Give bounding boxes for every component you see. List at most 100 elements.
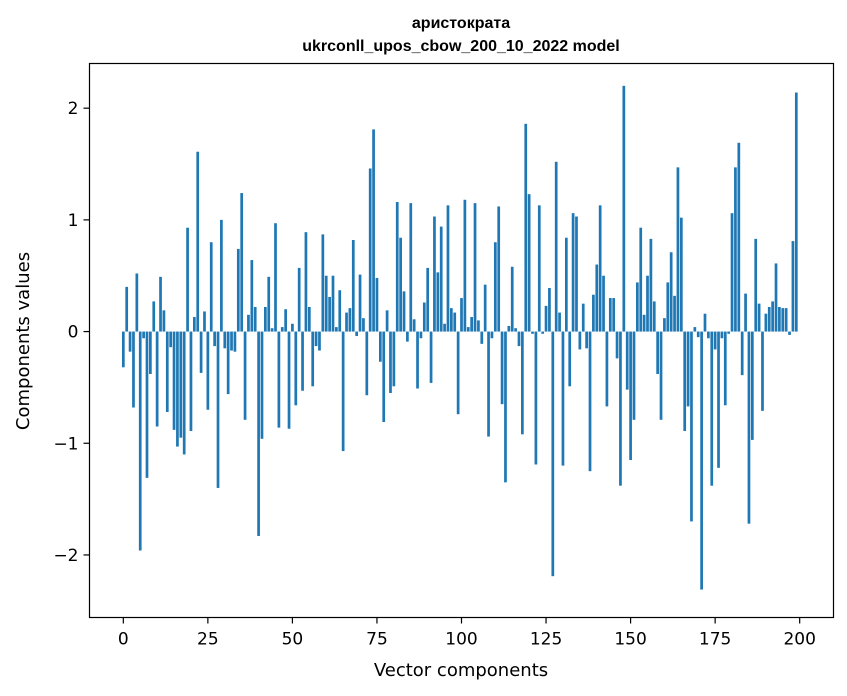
- bar: [240, 193, 244, 332]
- bar: [375, 277, 379, 332]
- bar: [500, 331, 504, 405]
- bar: [402, 291, 406, 332]
- bar: [767, 306, 771, 332]
- bar: [730, 213, 734, 332]
- bar: [162, 310, 166, 332]
- bar: [331, 275, 335, 332]
- bar: [521, 331, 524, 435]
- bar: [690, 331, 693, 522]
- bar: [395, 202, 399, 332]
- bar: [723, 331, 727, 406]
- bar: [264, 306, 267, 332]
- bar: [470, 317, 473, 332]
- bar: [788, 331, 791, 335]
- bar: [429, 331, 433, 383]
- bar: [466, 327, 470, 332]
- bar: [700, 331, 703, 590]
- bar: [433, 216, 436, 332]
- bar: [636, 282, 639, 332]
- bar: [233, 331, 237, 352]
- bar: [378, 331, 382, 362]
- bar: [382, 331, 386, 423]
- bar: [639, 227, 643, 332]
- x-tick-label: 125: [530, 630, 562, 650]
- bar: [615, 331, 619, 359]
- bar: [473, 203, 477, 332]
- bar: [385, 310, 389, 332]
- bar: [304, 232, 308, 332]
- bar: [297, 267, 301, 332]
- bar: [443, 323, 446, 332]
- bar: [274, 223, 277, 332]
- x-tick-label: 50: [282, 630, 304, 650]
- bar: [311, 331, 315, 387]
- bar: [365, 331, 369, 396]
- y-tick-label: 2: [68, 99, 79, 119]
- bar: [179, 331, 183, 438]
- bar: [581, 303, 585, 332]
- bar: [490, 331, 494, 339]
- bar: [750, 331, 754, 440]
- bar: [213, 331, 216, 347]
- bar: [791, 241, 795, 332]
- bar: [666, 282, 670, 332]
- bar: [575, 216, 578, 332]
- bar: [771, 301, 774, 332]
- bar: [707, 331, 710, 339]
- bar: [284, 309, 287, 332]
- bar: [548, 288, 551, 332]
- x-tick-label: 25: [197, 630, 219, 650]
- bar: [595, 264, 599, 332]
- bar: [338, 290, 342, 332]
- bar: [348, 308, 352, 332]
- bar: [206, 331, 210, 410]
- bar: [460, 298, 463, 332]
- bar: [416, 331, 419, 389]
- bar: [169, 331, 173, 348]
- x-tick-label: 0: [118, 630, 129, 650]
- bar: [463, 199, 467, 332]
- bar: [192, 317, 196, 332]
- bar: [419, 331, 423, 339]
- bar: [450, 308, 453, 332]
- bar: [510, 266, 514, 332]
- bar: [541, 331, 545, 334]
- bar: [294, 331, 298, 406]
- bar: [287, 331, 291, 429]
- bar: [236, 248, 240, 332]
- bar: [172, 331, 176, 430]
- y-tick-label: −2: [53, 546, 78, 566]
- bar: [409, 203, 413, 332]
- bar: [477, 320, 480, 332]
- bar: [345, 312, 348, 332]
- bar: [422, 302, 426, 332]
- bar: [642, 314, 646, 332]
- bar: [632, 331, 636, 420]
- bar: [629, 331, 632, 461]
- bar: [493, 242, 497, 332]
- bar: [314, 331, 318, 347]
- bar: [291, 323, 294, 332]
- bar: [318, 331, 321, 351]
- bar: [612, 298, 616, 332]
- bar: [734, 167, 737, 332]
- bar: [250, 260, 254, 332]
- x-tick-label: 100: [445, 630, 477, 650]
- chart-subtitle: ukrconll_upos_cbow_200_10_2022 model: [302, 38, 619, 55]
- bar: [257, 331, 260, 536]
- bar: [561, 331, 565, 466]
- bar: [717, 331, 720, 468]
- bar: [216, 331, 220, 488]
- y-tick-label: 0: [68, 323, 79, 343]
- bar: [679, 217, 683, 332]
- bar: [223, 331, 227, 349]
- bar: [608, 298, 612, 332]
- bar: [602, 275, 605, 332]
- x-tick-label: 150: [614, 630, 646, 650]
- bar: [230, 331, 233, 351]
- bar: [159, 276, 162, 332]
- bar: [588, 331, 592, 472]
- bar: [362, 318, 365, 332]
- bar: [605, 331, 609, 407]
- bar: [270, 328, 274, 332]
